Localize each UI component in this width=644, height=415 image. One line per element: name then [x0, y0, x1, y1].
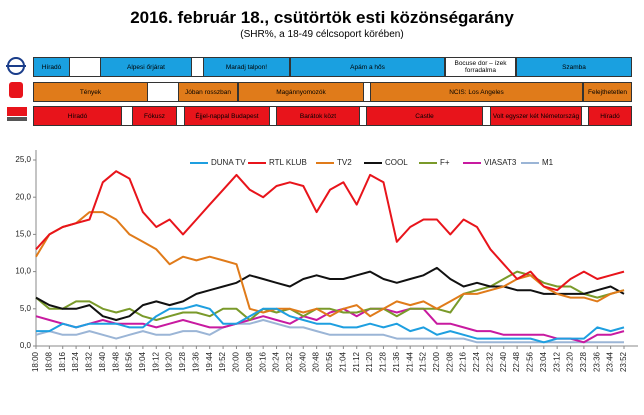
- x-tick-label: 20:40: [298, 351, 307, 372]
- x-tick-label: 18:48: [111, 351, 120, 372]
- program-block: Fókusz: [132, 106, 177, 126]
- x-tick-label: 22:40: [499, 351, 508, 372]
- x-tick-label: 20:08: [245, 351, 254, 372]
- x-tick-label: 19:12: [151, 351, 160, 372]
- x-tick-label: 21:20: [365, 351, 374, 372]
- channel-logo: [7, 107, 27, 116]
- program-block: Jóban rosszban: [178, 82, 238, 102]
- x-tick-label: 22:32: [485, 351, 494, 372]
- program-block: Híradó: [33, 106, 122, 126]
- x-tick-label: 18:32: [85, 351, 94, 372]
- x-tick-label: 18:56: [125, 351, 134, 372]
- x-tick-label: 19:28: [178, 351, 187, 372]
- x-tick-label: 22:24: [472, 351, 481, 372]
- x-tick-label: 20:00: [232, 351, 241, 372]
- x-tick-label: 21:12: [352, 351, 361, 372]
- series-line: [35, 319, 624, 344]
- series-line: [35, 211, 625, 318]
- program-block: Híradó: [588, 106, 632, 126]
- channel-logo: [7, 117, 27, 121]
- y-tick-label: 25,0: [15, 155, 31, 164]
- x-tick-label: 22:56: [526, 351, 535, 372]
- x-tick-label: 19:04: [138, 351, 147, 372]
- legend-label: DUNA TV: [211, 158, 246, 167]
- x-tick-label: 19:44: [205, 351, 214, 372]
- x-tick-label: 23:52: [619, 351, 628, 372]
- series-line: [35, 266, 625, 321]
- program-block: Tények: [33, 82, 148, 102]
- x-tick-label: 18:40: [98, 351, 107, 372]
- x-tick-label: 21:28: [379, 351, 388, 372]
- x-tick-label: 23:36: [592, 351, 601, 372]
- x-tick-label: 18:00: [31, 351, 40, 372]
- legend-label: M1: [542, 158, 554, 167]
- legend-label: COOL: [385, 158, 408, 167]
- x-tick-label: 18:24: [71, 351, 80, 372]
- program-block: Magánnyomozók: [238, 82, 364, 102]
- program-block: Híradó: [33, 57, 70, 77]
- chart-subtitle: (SHR%, a 18-49 célcsoport körében): [240, 29, 404, 40]
- x-tick-label: 20:24: [272, 351, 281, 372]
- x-tick-label: 22:00: [432, 351, 441, 372]
- x-tick-label: 20:32: [285, 351, 294, 372]
- x-tick-label: 21:52: [419, 351, 428, 372]
- x-tick-label: 21:04: [338, 351, 347, 372]
- program-block: Éjjel-nappal Budapest: [184, 106, 270, 126]
- x-tick-label: 20:48: [312, 351, 321, 372]
- x-tick-label: 21:44: [405, 351, 414, 372]
- program-block: Castle: [366, 106, 483, 126]
- channel-logo: [9, 82, 23, 98]
- legend-label: TV2: [337, 158, 352, 167]
- x-tick-label: 22:16: [459, 351, 468, 372]
- program-block: Alpesi őrjárat: [100, 57, 192, 77]
- program-block: Apám a hős: [290, 57, 445, 77]
- x-tick-label: 23:20: [566, 351, 575, 372]
- x-tick-label: 19:36: [191, 351, 200, 372]
- y-tick-label: 5,0: [20, 304, 32, 313]
- y-tick-label: 15,0: [15, 230, 31, 239]
- x-tick-label: 23:28: [579, 351, 588, 372]
- series-line: [35, 307, 625, 344]
- x-tick-label: 21:36: [392, 351, 401, 372]
- x-tick-label: 23:04: [539, 351, 548, 372]
- x-tick-label: 18:08: [44, 351, 53, 372]
- legend-label: VIASAT3: [484, 158, 517, 167]
- x-tick-label: 22:08: [445, 351, 454, 372]
- program-block: NCIS: Los Angeles: [370, 82, 583, 102]
- program-block: Volt egyszer két Németország: [490, 106, 582, 126]
- x-tick-label: 19:52: [218, 351, 227, 372]
- x-tick-label: 19:20: [165, 351, 174, 372]
- y-tick-label: 20,0: [15, 192, 31, 201]
- x-tick-label: 23:12: [552, 351, 561, 372]
- x-tick-label: 22:48: [512, 351, 521, 372]
- program-block: Bocuse dor – ízek forradalma: [445, 57, 516, 77]
- program-block: Szamba: [516, 57, 632, 77]
- legend-label: RTL KLUB: [269, 158, 307, 167]
- series-line: [36, 304, 625, 344]
- x-tick-label: 18:16: [58, 351, 67, 372]
- y-tick-label: 10,0: [15, 267, 31, 276]
- y-tick-label: 0,0: [20, 341, 32, 350]
- series-line: [35, 170, 625, 292]
- x-tick-label: 23:44: [606, 351, 615, 372]
- program-block: Maradj talpon!: [203, 57, 290, 77]
- x-tick-label: 20:56: [325, 351, 334, 372]
- chart-title: 2016. február 18., csütörtök esti közöns…: [130, 8, 514, 27]
- x-tick-label: 20:16: [258, 351, 267, 372]
- program-block: Felejthetetlen: [583, 82, 632, 102]
- legend-label: F+: [440, 158, 450, 167]
- program-block: Barátok közt: [276, 106, 360, 126]
